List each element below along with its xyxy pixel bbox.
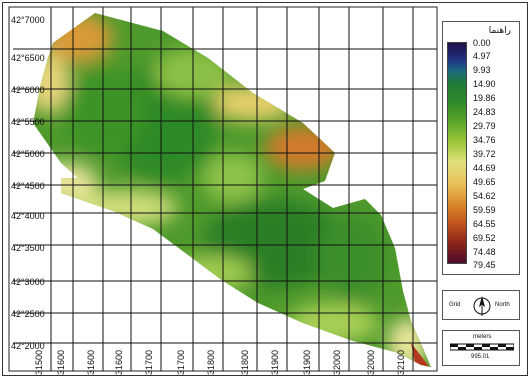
y-tick-label: 42°5500: [11, 117, 45, 127]
scale-bar-unit: meters: [473, 334, 491, 341]
north-arrow-right-label: North: [495, 302, 510, 309]
north-arrow-icon: [473, 294, 491, 318]
y-tick-label: 42°6500: [11, 53, 45, 63]
legend-value: 59.59: [473, 205, 496, 215]
scale-bar-box: meters 995.01: [442, 330, 520, 366]
north-arrow-box: Grid North: [442, 290, 520, 320]
legend-value: 79.45: [473, 260, 496, 270]
scale-bar-icon: [450, 343, 514, 351]
x-tick-label: 32000: [366, 350, 376, 375]
legend-value: 44.69: [473, 163, 496, 173]
x-tick-label: 31800: [206, 350, 216, 375]
scale-bar-value: 995.01: [471, 354, 489, 361]
y-tick-label: 42°4000: [11, 211, 45, 221]
legend-value: 4.97: [473, 51, 491, 61]
y-tick-label: 42°4500: [11, 181, 45, 191]
legend-value: 64.55: [473, 219, 496, 229]
x-tick-label: 31800: [240, 350, 250, 375]
legend-color-ramp: [447, 42, 467, 264]
y-tick-label: 42°2500: [11, 309, 45, 319]
legend: راهنما 0.00 4.97 9.93 14.90 19.86 24.83 …: [442, 21, 520, 275]
x-tick-label: 31600: [56, 350, 66, 375]
x-tick-label: 31700: [144, 350, 154, 375]
map-frame: 42°7000 42°6500 42°6000 42°5500 42°5000 …: [2, 2, 528, 376]
legend-value: 24.83: [473, 107, 496, 117]
legend-value: 69.52: [473, 233, 496, 243]
legend-value: 29.79: [473, 121, 496, 131]
y-tick-label: 42°5000: [11, 149, 45, 159]
legend-value: 14.90: [473, 79, 496, 89]
legend-value: 0.00: [473, 38, 491, 48]
y-tick-label: 42°3500: [11, 243, 45, 253]
legend-value: 74.48: [473, 247, 496, 257]
legend-value: 19.86: [473, 93, 496, 103]
x-tick-label: 31900: [302, 350, 312, 375]
legend-value: 9.93: [473, 65, 491, 75]
x-tick-label: 32000: [332, 350, 342, 375]
y-tick-label: 42°3000: [11, 277, 45, 287]
legend-value: 49.65: [473, 177, 496, 187]
legend-title: راهنما: [449, 26, 511, 36]
x-tick-label: 31600: [114, 350, 124, 375]
north-arrow-left-label: Grid: [449, 302, 460, 309]
x-tick-label: 32100: [396, 350, 406, 375]
y-tick-label: 42°7000: [11, 15, 45, 25]
legend-value: 39.72: [473, 149, 496, 159]
x-tick-label: 31500: [34, 350, 44, 375]
legend-value: 54.62: [473, 191, 496, 201]
x-tick-label: 31700: [176, 350, 186, 375]
legend-value: 34.76: [473, 135, 496, 145]
x-tick-label: 31600: [86, 350, 96, 375]
y-tick-label: 42°6000: [11, 85, 45, 95]
x-tick-label: 31900: [270, 350, 280, 375]
